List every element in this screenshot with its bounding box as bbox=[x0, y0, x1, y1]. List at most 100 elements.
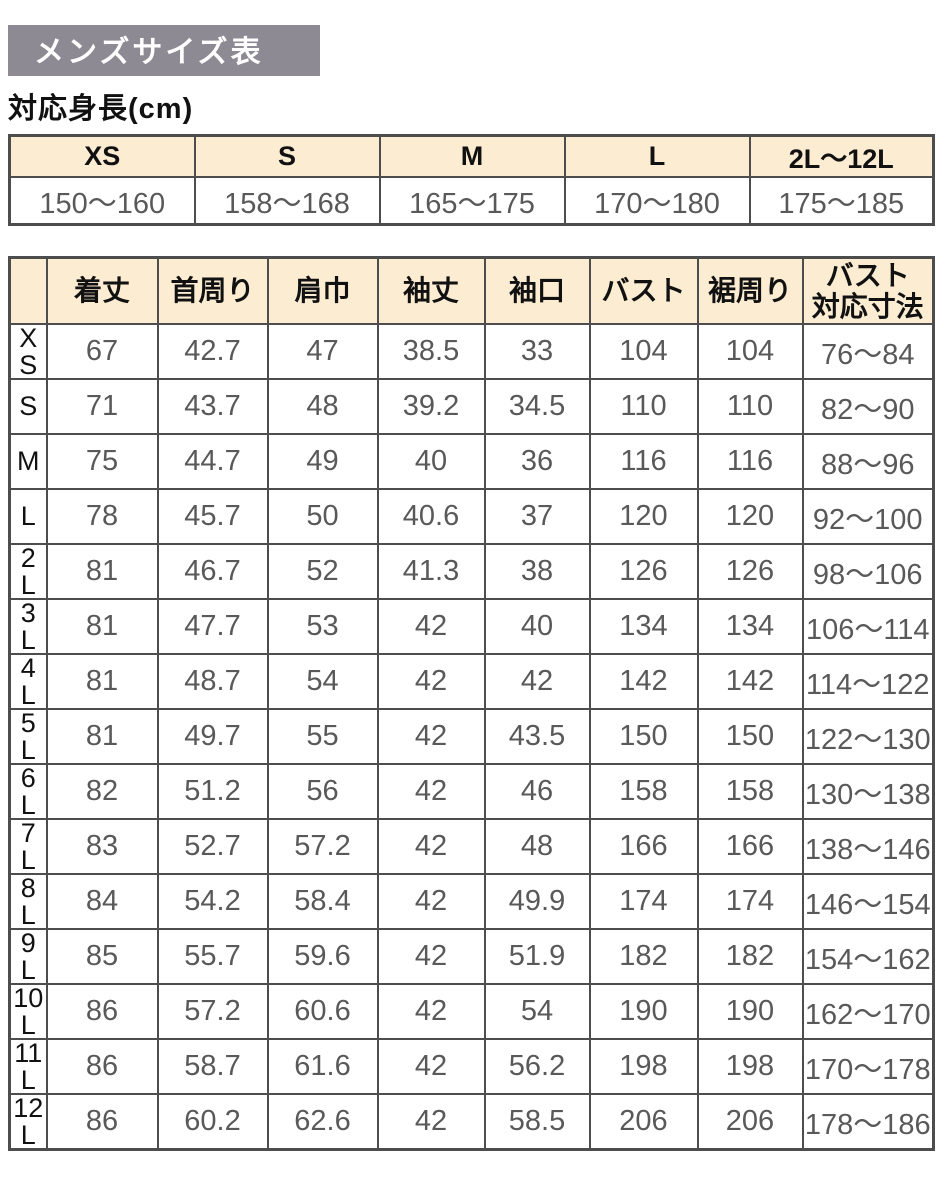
size-measurement-cell: 40.6 bbox=[376, 488, 486, 545]
size-row-label: 9 L bbox=[8, 928, 48, 985]
size-measurement-cell: 57.2 bbox=[156, 983, 269, 1040]
size-measurement-cell: 206 bbox=[696, 1093, 804, 1151]
size-measurement-cell: 47 bbox=[266, 323, 379, 380]
size-table-row: 8 L 84 54.2 58.4 42 49.9 174 174 146～154 bbox=[8, 873, 935, 930]
size-measurement-cell: 120 bbox=[696, 488, 804, 545]
size-table-row: 7 L 83 52.7 57.2 42 48 166 166 138～146 bbox=[8, 818, 935, 875]
size-measurement-cell: 54.2 bbox=[156, 873, 269, 930]
size-row-label: 12 L bbox=[8, 1093, 48, 1151]
size-measurement-cell: 71 bbox=[45, 378, 159, 435]
size-measurement-cell: 38 bbox=[483, 543, 591, 600]
mens-size-chart-page: メンズサイズ表 対応身長(cm) XS S M L 2L～12L 150～160 158～… bbox=[8, 25, 935, 1151]
size-measurement-cell: 37 bbox=[483, 488, 591, 545]
size-col-header: 袖丈 bbox=[376, 256, 486, 325]
size-measurement-cell: 116 bbox=[696, 433, 804, 490]
size-measurement-cell: 126 bbox=[588, 543, 699, 600]
height-col-header: M bbox=[378, 134, 566, 178]
size-col-header: 首周り bbox=[156, 256, 269, 325]
size-table-row: 4 L 81 48.7 54 42 42 142 142 114～122 bbox=[8, 653, 935, 710]
size-measurement-cell: 48 bbox=[266, 378, 379, 435]
size-measurement-cell: 81 bbox=[45, 598, 159, 655]
size-measurement-cell: 47.7 bbox=[156, 598, 269, 655]
size-measurement-cell: 86 bbox=[45, 983, 159, 1040]
height-col-header: S bbox=[193, 134, 381, 178]
size-table: 着丈 首周り 肩巾 袖丈 袖口 バスト 裾周り バスト 対応寸法 X S 67 42.7 47 38.… bbox=[8, 256, 935, 1151]
height-range-value: 170～180 bbox=[563, 176, 751, 226]
size-measurement-cell: 158 bbox=[588, 763, 699, 820]
size-row-label: 10 L bbox=[8, 983, 48, 1040]
size-table-row: X S 67 42.7 47 38.5 33 104 104 76～84 bbox=[8, 323, 935, 380]
size-measurement-cell: 42.7 bbox=[156, 323, 269, 380]
size-measurement-cell: 54 bbox=[266, 653, 379, 710]
size-measurement-cell: 76～84 bbox=[801, 323, 935, 380]
size-measurement-cell: 182 bbox=[588, 928, 699, 985]
size-measurement-cell: 57.2 bbox=[266, 818, 379, 875]
height-table-caption: 対応身長(cm) bbox=[8, 93, 194, 125]
size-measurement-cell: 134 bbox=[588, 598, 699, 655]
size-measurement-cell: 86 bbox=[45, 1038, 159, 1095]
size-measurement-cell: 43.7 bbox=[156, 378, 269, 435]
size-measurement-cell: 50 bbox=[266, 488, 379, 545]
size-measurement-cell: 41.3 bbox=[376, 543, 486, 600]
size-measurement-cell: 52.7 bbox=[156, 818, 269, 875]
height-range-value: 150～160 bbox=[8, 176, 196, 226]
size-measurement-cell: 43.5 bbox=[483, 708, 591, 765]
size-measurement-cell: 150 bbox=[588, 708, 699, 765]
size-measurement-cell: 110 bbox=[696, 378, 804, 435]
size-measurement-cell: 122～130 bbox=[801, 708, 935, 765]
size-measurement-cell: 42 bbox=[376, 1038, 486, 1095]
size-measurement-cell: 42 bbox=[376, 598, 486, 655]
size-measurement-cell: 42 bbox=[376, 983, 486, 1040]
size-measurement-cell: 162～170 bbox=[801, 983, 935, 1040]
size-measurement-cell: 42 bbox=[376, 1093, 486, 1151]
size-measurement-cell: 104 bbox=[696, 323, 804, 380]
size-measurement-cell: 58.5 bbox=[483, 1093, 591, 1151]
size-table-row: 10 L 86 57.2 60.6 42 54 190 190 162～170 bbox=[8, 983, 935, 1040]
size-measurement-cell: 174 bbox=[588, 873, 699, 930]
size-measurement-cell: 61.6 bbox=[266, 1038, 379, 1095]
size-measurement-cell: 110 bbox=[588, 378, 699, 435]
size-measurement-cell: 45.7 bbox=[156, 488, 269, 545]
size-measurement-cell: 75 bbox=[45, 433, 159, 490]
height-table: XS S M L 2L～12L 150～160 158～168 165～175 170～180… bbox=[8, 134, 935, 226]
size-measurement-cell: 49.7 bbox=[156, 708, 269, 765]
size-measurement-cell: 58.7 bbox=[156, 1038, 269, 1095]
size-row-label: 6 L bbox=[8, 763, 48, 820]
size-row-label: 5 L bbox=[8, 708, 48, 765]
size-table-row: 11 L 86 58.7 61.6 42 56.2 198 198 170～178 bbox=[8, 1038, 935, 1095]
size-col-header: バスト bbox=[588, 256, 699, 325]
size-measurement-cell: 146～154 bbox=[801, 873, 935, 930]
size-table-row: S 71 43.7 48 39.2 34.5 110 110 82～90 bbox=[8, 378, 935, 435]
size-col-header: 裾周り bbox=[696, 256, 804, 325]
size-measurement-cell: 58.4 bbox=[266, 873, 379, 930]
size-measurement-cell: 82 bbox=[45, 763, 159, 820]
size-table-row: 2 L 81 46.7 52 41.3 38 126 126 98～106 bbox=[8, 543, 935, 600]
size-measurement-cell: 42 bbox=[376, 873, 486, 930]
size-measurement-cell: 51.2 bbox=[156, 763, 269, 820]
size-table-row: 6 L 82 51.2 56 42 46 158 158 130～138 bbox=[8, 763, 935, 820]
size-measurement-cell: 206 bbox=[588, 1093, 699, 1151]
size-measurement-cell: 42 bbox=[376, 818, 486, 875]
size-measurement-cell: 81 bbox=[45, 708, 159, 765]
size-measurement-cell: 44.7 bbox=[156, 433, 269, 490]
size-row-label: 4 L bbox=[8, 653, 48, 710]
size-measurement-cell: 138～146 bbox=[801, 818, 935, 875]
size-measurement-cell: 166 bbox=[588, 818, 699, 875]
size-measurement-cell: 81 bbox=[45, 653, 159, 710]
page-title: メンズサイズ表 bbox=[8, 25, 320, 76]
size-measurement-cell: 190 bbox=[588, 983, 699, 1040]
size-measurement-cell: 178～186 bbox=[801, 1093, 935, 1151]
size-measurement-cell: 86 bbox=[45, 1093, 159, 1151]
size-table-row: 12 L 86 60.2 62.6 42 58.5 206 206 178～186 bbox=[8, 1093, 935, 1151]
size-measurement-cell: 198 bbox=[696, 1038, 804, 1095]
size-measurement-cell: 40 bbox=[483, 598, 591, 655]
size-measurement-cell: 56 bbox=[266, 763, 379, 820]
size-col-header: 肩巾 bbox=[266, 256, 379, 325]
size-measurement-cell: 42 bbox=[376, 928, 486, 985]
size-table-row: 5 L 81 49.7 55 42 43.5 150 150 122～130 bbox=[8, 708, 935, 765]
size-measurement-cell: 42 bbox=[376, 708, 486, 765]
size-measurement-cell: 85 bbox=[45, 928, 159, 985]
size-measurement-cell: 114～122 bbox=[801, 653, 935, 710]
size-table-row: L 78 45.7 50 40.6 37 120 120 92～100 bbox=[8, 488, 935, 545]
size-row-label: 11 L bbox=[8, 1038, 48, 1095]
